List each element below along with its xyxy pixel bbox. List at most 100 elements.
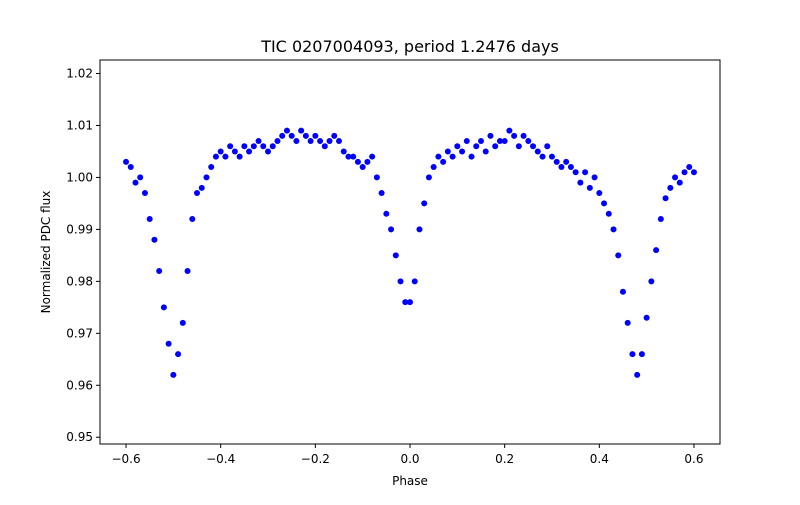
- data-point: [279, 132, 286, 139]
- data-points: [123, 127, 697, 378]
- y-tick-label: 1.00: [66, 170, 93, 184]
- data-point: [482, 148, 489, 155]
- data-point: [283, 127, 290, 134]
- x-axis-label: Phase: [392, 474, 428, 488]
- data-point: [151, 236, 158, 243]
- data-point: [624, 319, 631, 326]
- data-point: [175, 351, 182, 358]
- data-point: [123, 158, 130, 165]
- data-point: [274, 138, 281, 145]
- data-point: [610, 226, 617, 233]
- data-point: [553, 158, 560, 165]
- data-point: [388, 226, 395, 233]
- data-point: [601, 200, 608, 207]
- data-point: [189, 216, 196, 222]
- data-point: [307, 138, 314, 145]
- data-point: [563, 158, 570, 165]
- data-point: [373, 174, 380, 181]
- data-point: [288, 132, 295, 139]
- data-point: [690, 169, 697, 176]
- data-point: [397, 278, 404, 285]
- data-point: [681, 169, 688, 176]
- data-point: [686, 164, 693, 171]
- data-point: [317, 138, 324, 145]
- data-point: [364, 158, 371, 165]
- data-point: [184, 267, 191, 274]
- data-point: [511, 132, 518, 139]
- data-point: [653, 247, 660, 254]
- x-tick-label: 0.0: [400, 452, 419, 466]
- data-point: [638, 351, 645, 358]
- data-point: [619, 288, 626, 295]
- data-point: [246, 148, 253, 155]
- data-point: [520, 132, 527, 139]
- data-point: [515, 143, 522, 150]
- data-point: [269, 143, 276, 150]
- data-point: [350, 153, 357, 160]
- data-point: [170, 371, 177, 378]
- data-point: [586, 184, 593, 191]
- data-point: [662, 195, 669, 202]
- data-point: [298, 127, 305, 134]
- data-point: [302, 132, 309, 139]
- data-point: [440, 158, 447, 165]
- data-point: [582, 169, 589, 176]
- data-point: [648, 278, 655, 285]
- data-point: [165, 340, 172, 347]
- data-point: [326, 138, 333, 145]
- y-axis-label: Normalized PDC flux: [39, 191, 53, 314]
- x-tick-label: −0.6: [111, 452, 140, 466]
- data-point: [260, 143, 267, 150]
- chart-title: TIC 0207004093, period 1.2476 days: [260, 37, 559, 56]
- x-tick-label: −0.2: [301, 452, 330, 466]
- data-point: [265, 148, 272, 155]
- data-point: [179, 319, 186, 326]
- y-tick-label: 0.99: [66, 222, 93, 236]
- data-point: [241, 143, 248, 150]
- data-point: [477, 138, 484, 145]
- data-point: [501, 138, 508, 145]
- data-point: [227, 143, 234, 150]
- x-axis-ticks: −0.6 −0.4 −0.2 0.0 0.2 0.4 0.6: [111, 444, 704, 466]
- data-point: [359, 164, 366, 171]
- y-tick-label: 0.96: [66, 378, 93, 392]
- data-point: [198, 184, 205, 191]
- data-point: [634, 371, 641, 378]
- data-point: [321, 143, 328, 150]
- data-point: [506, 127, 513, 134]
- x-tick-label: 0.6: [684, 452, 703, 466]
- data-point: [425, 174, 432, 181]
- data-point: [160, 304, 167, 311]
- data-point: [435, 153, 442, 160]
- data-point: [132, 179, 139, 186]
- data-point: [492, 143, 499, 150]
- x-tick-label: 0.2: [495, 452, 514, 466]
- data-point: [444, 148, 451, 155]
- data-point: [643, 314, 650, 321]
- data-point: [255, 138, 262, 145]
- y-tick-label: 0.98: [66, 274, 93, 288]
- data-point: [146, 216, 153, 222]
- data-point: [449, 153, 456, 160]
- data-point: [421, 200, 428, 207]
- data-point: [548, 153, 555, 160]
- y-axis-ticks: 0.95 0.96 0.97 0.98 0.99 1.00 1.01 1.02: [66, 67, 100, 444]
- data-point: [496, 138, 503, 145]
- data-point: [336, 138, 343, 145]
- data-point: [378, 190, 385, 197]
- data-point: [416, 226, 423, 233]
- data-point: [354, 158, 361, 165]
- data-point: [222, 153, 229, 160]
- data-point: [392, 252, 399, 259]
- data-point: [572, 169, 579, 176]
- data-point: [667, 184, 674, 191]
- data-point: [236, 153, 243, 160]
- data-point: [212, 153, 219, 160]
- data-point: [468, 153, 475, 160]
- data-point: [558, 164, 565, 171]
- data-point: [345, 153, 352, 160]
- data-point: [534, 148, 541, 155]
- data-point: [137, 174, 144, 181]
- data-point: [596, 190, 603, 197]
- data-point: [208, 164, 215, 171]
